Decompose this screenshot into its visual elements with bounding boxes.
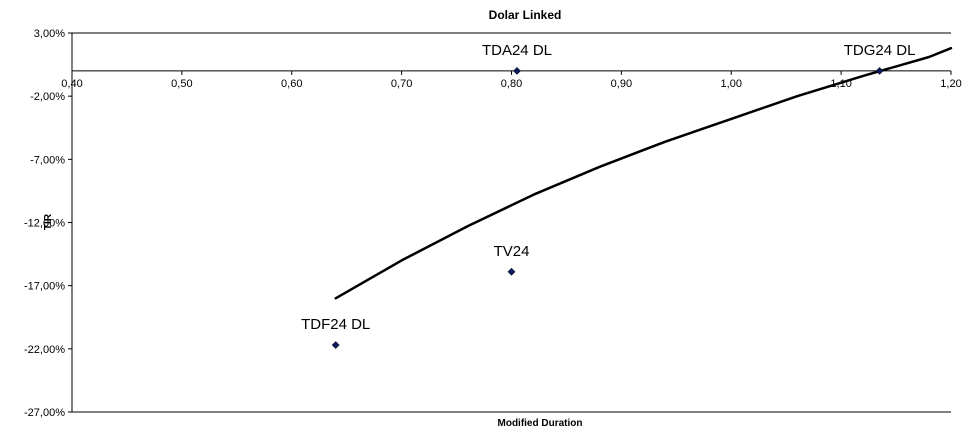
y-tick-label: -17,00%	[24, 281, 65, 293]
data-label: TDG24 DL	[844, 42, 916, 59]
y-tick-label: -27,00%	[24, 407, 65, 419]
data-point	[331, 341, 340, 349]
y-tick-label: -7,00%	[30, 154, 65, 166]
data-label: TV24	[494, 243, 530, 260]
y-tick-label: -22,00%	[24, 344, 65, 356]
data-point	[507, 267, 516, 276]
trendline-group	[334, 46, 953, 300]
data-label: TDF24 DL	[301, 316, 370, 333]
x-tick-label: 0,50	[171, 78, 192, 90]
x-tick-label: 1,20	[940, 78, 961, 90]
y-tick-label: -2,00%	[30, 91, 65, 103]
y-axis-title: TIR	[43, 213, 54, 230]
x-tick-label: 0,70	[391, 78, 412, 90]
x-axis-title: Modified Duration	[498, 418, 583, 429]
x-tick-label: 0,80	[501, 78, 522, 90]
trendline	[334, 46, 953, 300]
y-tick-label: 3,00%	[34, 28, 65, 40]
y-tick-label: -12,00%	[24, 218, 65, 230]
data-point	[513, 66, 521, 75]
x-axis: 0,40 0,50 0,60 0,70 0,80 0,90 1,00 1,10 1,20	[61, 70, 962, 90]
x-tick-label: 1,00	[721, 78, 742, 90]
data-label: TDA24 DL	[482, 42, 552, 59]
data-point	[875, 66, 884, 75]
x-tick-label: 0,90	[611, 78, 632, 90]
y-axis-ticks: 3,00% -2,00% -7,00% -12,00% -17,00% -22,00% -2…	[24, 28, 72, 419]
x-tick-label: 0,40	[61, 78, 82, 90]
data-points: TDA24 DL TDG24 DL TV24 TDF24 DL	[301, 42, 915, 349]
x-tick-label: 0,60	[281, 78, 302, 90]
chart-title: Dolar Linked	[489, 8, 562, 22]
